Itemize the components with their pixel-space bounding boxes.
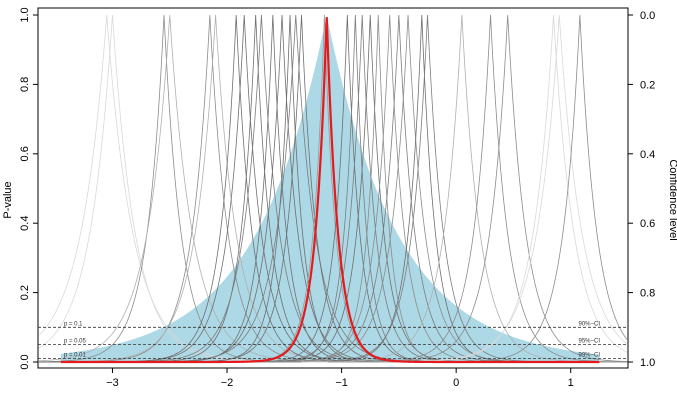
x-tick-label-0: −3 [106, 377, 119, 389]
reference-label-right-2: 95%−CI [578, 339, 600, 345]
pooled-estimate-curve [60, 17, 600, 364]
x-tick-label-4: 1 [568, 377, 574, 389]
y-tick-label-right-4: 0.2 [640, 79, 655, 91]
reference-label-left-1: p = 0.1 [64, 321, 83, 327]
x-tick-label-2: −1 [335, 377, 348, 389]
y-tick-label-left-1: 0.2 [19, 285, 31, 300]
y-tick-label-left-3: 0.6 [19, 146, 31, 161]
plot-frame [37, 7, 629, 369]
y-tick-label-right-5: 0.0 [640, 10, 655, 22]
y-tick-label-left-0: 0.0 [19, 354, 31, 369]
pooled-distribution-area [60, 17, 600, 363]
reference-label-left-3: p = 0.01 [64, 353, 87, 359]
right-axis: 1.0 0.8 0.6 0.4 0.2 0.0 [628, 10, 655, 369]
reference-label-right-1: 90%−CI [578, 321, 600, 327]
bottom-axis: −3 −2 −1 0 1 [106, 368, 574, 389]
y-tick-label-right-2: 0.6 [640, 218, 655, 230]
y-axis-title-left: P-value [2, 181, 14, 218]
y-tick-label-left-5: 1.0 [19, 7, 31, 22]
y-axis-title-right: Confidence level [667, 159, 677, 240]
y-tick-label-right-3: 0.4 [640, 149, 655, 161]
reference-label-left-2: p = 0.05 [64, 339, 87, 345]
y-tick-label-right-0: 1.0 [640, 357, 655, 369]
x-tick-label-3: 0 [453, 377, 459, 389]
y-tick-label-right-1: 0.8 [640, 288, 655, 300]
reference-label-right-3: 99%−CI [578, 353, 600, 359]
y-tick-label-left-4: 0.8 [19, 77, 31, 92]
x-tick-label-1: −2 [221, 377, 234, 389]
plot-area: p = 0.1 90%−CI p = 0.05 95%−CI p = 0.01 99%−C… [37, 7, 629, 369]
left-axis: 0.0 0.2 0.4 0.6 0.8 1.0 [19, 7, 38, 370]
y-tick-label-left-2: 0.4 [19, 216, 31, 231]
